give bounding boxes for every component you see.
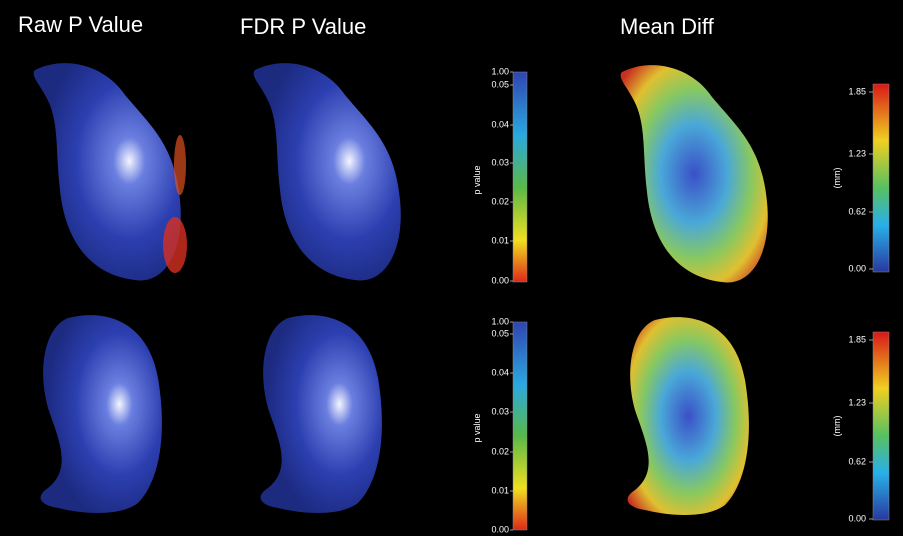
colorbar bbox=[873, 332, 889, 520]
colorbar-tick-label: 1.23 bbox=[848, 148, 866, 158]
panel-title: Mean Diff bbox=[620, 14, 715, 39]
colorbar-tick-label: 0.00 bbox=[491, 275, 509, 285]
colorbar bbox=[513, 322, 527, 530]
colorbar-tick-label: 0.02 bbox=[491, 196, 509, 206]
colorbar-tick-label: 1.00 bbox=[491, 316, 509, 326]
colorbar-tick-label: 0.01 bbox=[491, 235, 509, 245]
colorbar-tick-label: 0.62 bbox=[848, 456, 866, 466]
colorbar-label: p value bbox=[472, 165, 482, 194]
colorbar-tick-label: 1.23 bbox=[848, 397, 866, 407]
colorbar-label: (mm) bbox=[832, 416, 842, 437]
surface bbox=[261, 315, 382, 513]
panel-title: FDR P Value bbox=[240, 14, 366, 39]
colorbar-tick-label: 1.85 bbox=[848, 334, 866, 344]
colorbar-tick-label: 0.00 bbox=[848, 263, 866, 273]
colorbar-tick-label: 0.00 bbox=[491, 524, 509, 534]
colorbar-tick-label: 0.01 bbox=[491, 485, 509, 495]
colorbar-tick-label: 0.04 bbox=[491, 367, 509, 377]
colorbar bbox=[873, 84, 889, 272]
surface-spot bbox=[163, 217, 187, 273]
figure: Raw P Value FDR P Value Mean Diff p valu… bbox=[0, 0, 909, 542]
colorbar-tick-label: 1.00 bbox=[491, 66, 509, 76]
colorbar-tick-label: 0.02 bbox=[491, 446, 509, 456]
colorbar-label: (mm) bbox=[832, 168, 842, 189]
colorbar-tick-label: 0.05 bbox=[491, 79, 509, 89]
colorbar-tick-label: 0.03 bbox=[491, 406, 509, 416]
surface bbox=[628, 317, 749, 515]
colorbar-tick-label: 0.00 bbox=[848, 513, 866, 523]
colorbar-tick-label: 0.03 bbox=[491, 157, 509, 167]
colorbar bbox=[513, 72, 527, 282]
colorbar-tick-label: 1.85 bbox=[848, 86, 866, 96]
colorbar-tick-label: 0.04 bbox=[491, 119, 509, 129]
panel-title: Raw P Value bbox=[18, 12, 143, 37]
colorbar-tick-label: 0.62 bbox=[848, 206, 866, 216]
colorbar-tick-label: 0.05 bbox=[491, 328, 509, 338]
surface-spot bbox=[174, 135, 186, 195]
surface bbox=[41, 315, 162, 513]
colorbar-label: p value bbox=[472, 413, 482, 442]
